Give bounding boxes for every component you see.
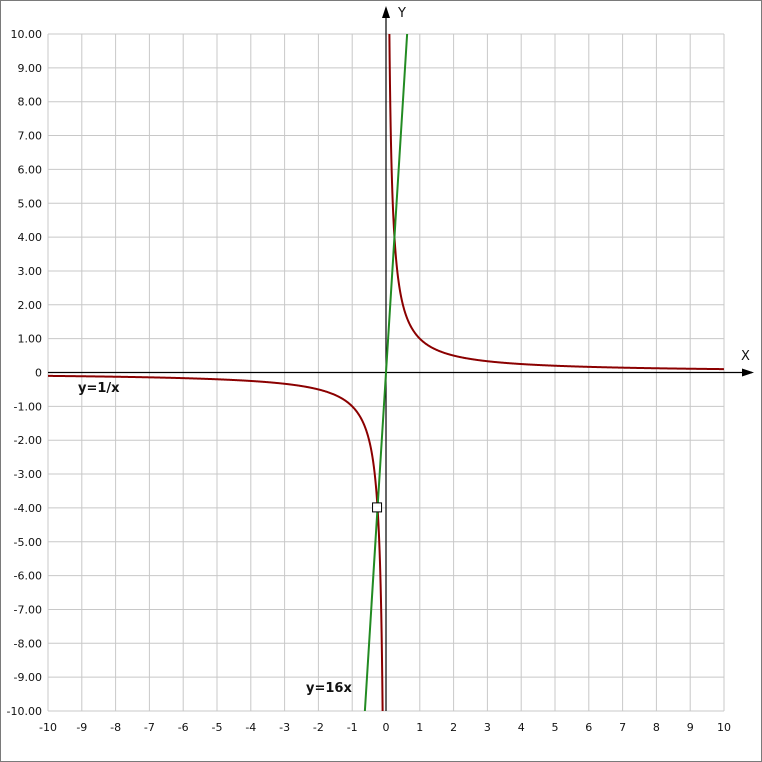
- x-tick-label: -7: [144, 721, 155, 734]
- x-tick-label: 4: [518, 721, 525, 734]
- x-tick-label: 0: [383, 721, 390, 734]
- y-tick-label: 7.00: [18, 130, 43, 143]
- y-tick-label: 1.00: [18, 333, 43, 346]
- x-tick-label: -9: [76, 721, 87, 734]
- x-tick-label: 8: [653, 721, 660, 734]
- y-tick-label: 9.00: [18, 62, 43, 75]
- x-tick-label: -3: [279, 721, 290, 734]
- x-axis-label: X: [741, 349, 750, 364]
- y-tick-label: -5.00: [14, 536, 42, 549]
- x-tick-label: 10: [717, 721, 731, 734]
- x-tick-label: -2: [313, 721, 324, 734]
- y-axis-label: Y: [397, 6, 406, 21]
- series-label-reciprocal: y=1/x: [78, 381, 120, 396]
- y-tick-label: -1.00: [14, 400, 42, 413]
- x-tick-label: -10: [39, 721, 57, 734]
- x-tick-label: -8: [110, 721, 121, 734]
- y-tick-label: 2.00: [18, 299, 43, 312]
- y-tick-label: -10.00: [7, 705, 42, 718]
- y-axis-arrow-icon: [382, 6, 390, 18]
- x-tick-label: 9: [687, 721, 694, 734]
- y-tick-label: 0: [35, 367, 42, 380]
- y-tick-label: -3.00: [14, 468, 42, 481]
- x-tick-label: 1: [416, 721, 423, 734]
- x-tick-label: -4: [245, 721, 256, 734]
- x-axis-arrow-icon: [742, 368, 754, 377]
- x-tick-label: 2: [450, 721, 457, 734]
- y-tick-label: -2.00: [14, 434, 42, 447]
- intersection-marker: [372, 502, 383, 513]
- y-tick-label: 3.00: [18, 265, 43, 278]
- series-line-linear: [363, 34, 409, 711]
- x-tick-label: 5: [552, 721, 559, 734]
- y-tick-label: -6.00: [14, 570, 42, 583]
- x-tick-label: 6: [585, 721, 592, 734]
- x-tick-label: 7: [619, 721, 626, 734]
- x-tick-label: -6: [178, 721, 189, 734]
- y-tick-label: 5.00: [18, 197, 43, 210]
- series-line-reciprocal: [48, 34, 724, 711]
- y-tick-label: 10.00: [11, 28, 43, 41]
- axes: [48, 6, 754, 711]
- y-tick-labels: 10.00 9.00 8.00 7.00 6.00 5.00 4.00 3.00 2.00 1.0…: [7, 28, 42, 718]
- series-label-linear: y=16x: [306, 681, 352, 696]
- x-tick-label: 3: [484, 721, 491, 734]
- y-tick-label: -8.00: [14, 637, 42, 650]
- x-tick-labels: -10 -9 -8 -7 -6 -5 -4 -3 -2 -1 0 1 2 3 4 5 6 7 8 9 10: [39, 721, 731, 734]
- y-tick-label: 8.00: [18, 96, 43, 109]
- curves: [48, 34, 724, 711]
- y-tick-label: -9.00: [14, 671, 42, 684]
- x-tick-label: -1: [347, 721, 358, 734]
- x-tick-label: -5: [212, 721, 223, 734]
- markers: [372, 502, 383, 513]
- y-tick-label: 4.00: [18, 231, 43, 244]
- y-tick-label: 6.00: [18, 163, 43, 176]
- y-tick-label: -4.00: [14, 502, 42, 515]
- y-tick-label: -7.00: [14, 603, 42, 616]
